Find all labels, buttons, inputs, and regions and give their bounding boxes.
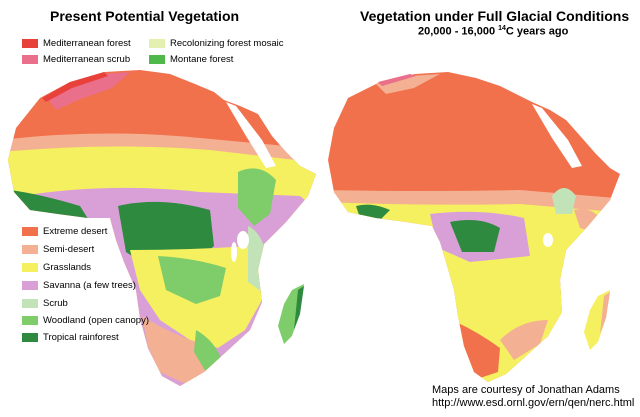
legend-swatch-grasslands: [22, 263, 38, 272]
legend-item-woodland: Woodland (open canopy): [22, 315, 149, 326]
legend-label: Montane forest: [170, 54, 234, 65]
legend-swatch-semi-desert: [22, 245, 38, 254]
legend-item-extreme-desert: Extreme desert: [22, 226, 107, 237]
legend-swatch-extreme-desert: [22, 227, 38, 236]
legend-label: Woodland (open canopy): [43, 315, 149, 326]
subtitle-prefix: 20,000 - 16,000: [418, 25, 499, 38]
subtitle-suffix: C years ago: [505, 25, 569, 38]
map-credit: Maps are courtesy of Jonathan Adams http…: [432, 384, 634, 410]
legend-item-grasslands: Grasslands: [22, 262, 91, 273]
legend-label: Savanna (a few trees): [43, 280, 136, 291]
legend-swatch-scrub: [22, 299, 38, 308]
title-present-vegetation: Present Potential Vegetation: [50, 8, 240, 24]
map-glacial: [328, 72, 620, 382]
subtitle-superscript: 14: [498, 25, 506, 32]
legend-swatch-tropical-rainforest: [22, 333, 38, 342]
credit-author: Maps are courtesy of Jonathan Adams: [432, 384, 620, 396]
legend-item-recolonizing-forest: Recolonizing forest mosaic: [149, 38, 284, 49]
title-glacial-vegetation: Vegetation under Full Glacial Conditions: [360, 8, 630, 24]
legend-label: Tropical rainforest: [43, 332, 119, 343]
legend-label: Scrub: [43, 298, 68, 309]
legend-item-montane-forest: Montane forest: [149, 54, 233, 65]
legend-label: Recolonizing forest mosaic: [170, 38, 284, 49]
legend-label: Mediterranean forest: [43, 38, 131, 49]
legend-item-scrub: Scrub: [22, 298, 68, 309]
legend-item-semi-desert: Semi-desert: [22, 244, 94, 255]
legend-swatch-mediterranean-forest: [22, 39, 38, 48]
legend-item-savanna: Savanna (a few trees): [22, 280, 136, 291]
legend-label: Mediterranean scrub: [43, 54, 131, 65]
legend-item-tropical-rainforest: Tropical rainforest: [22, 332, 119, 343]
credit-url: http://www.esd.ornl.gov/ern/qen/nerc.htm…: [432, 397, 635, 409]
legend-swatch-recolonizing-forest: [149, 39, 165, 48]
legend-label: Extreme desert: [43, 226, 108, 237]
legend-label: Semi-desert: [43, 244, 95, 255]
legend-item-mediterranean-forest: Mediterranean forest: [22, 38, 131, 49]
legend-swatch-savanna: [22, 281, 38, 290]
legend-swatch-woodland: [22, 316, 38, 325]
legend-swatch-mediterranean-scrub: [22, 55, 38, 64]
legend-swatch-montane-forest: [149, 55, 165, 64]
subtitle-glacial-period: 20,000 - 16,000 14C years ago: [418, 25, 568, 38]
legend-item-mediterranean-scrub: Mediterranean scrub: [22, 54, 130, 65]
legend-label: Grasslands: [43, 262, 92, 273]
